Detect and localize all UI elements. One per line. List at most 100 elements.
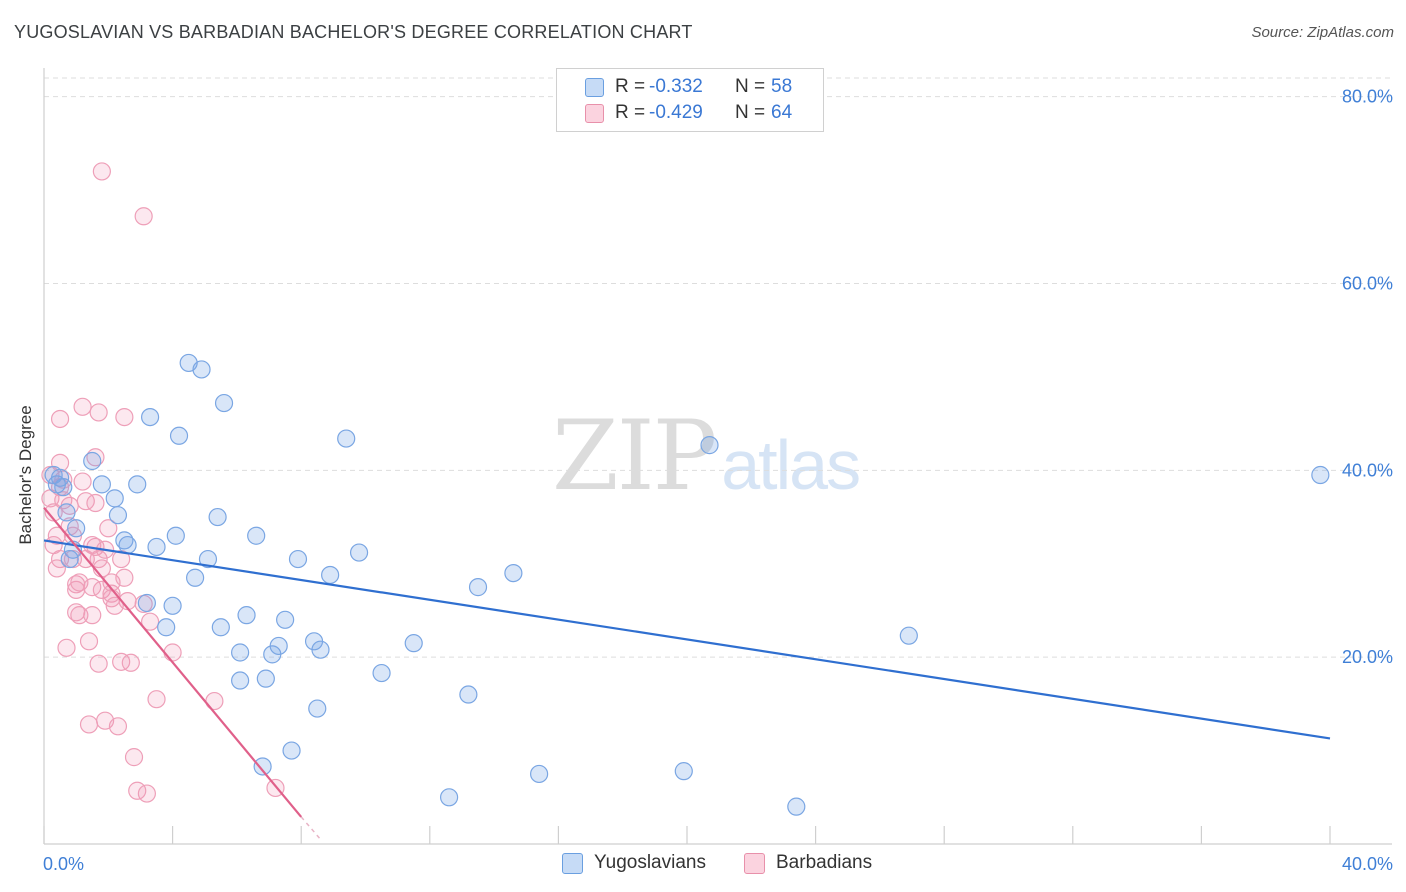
yugoslavian-point <box>92 475 111 494</box>
yugoslavian-point <box>208 507 227 527</box>
legend-r-label: R = <box>615 76 646 97</box>
yugoslavian-point <box>186 568 205 587</box>
barbadian-point <box>147 690 166 709</box>
yugoslavian-point <box>253 757 272 776</box>
barbadians-trend-extension <box>300 816 322 840</box>
y-axis-title: Bachelor's Degree <box>16 405 35 545</box>
barbadian-point <box>57 638 76 657</box>
yugoslavian-point <box>404 634 423 653</box>
y-tick-label: 60.0% <box>1342 274 1393 294</box>
legend-n-label: N = <box>735 76 766 97</box>
yugoslavian-point <box>282 741 301 760</box>
barbadian-point <box>50 409 70 429</box>
barbadian-point <box>115 407 134 427</box>
yugoslavian-point <box>468 578 488 597</box>
yugoslavian-point <box>308 699 327 718</box>
barbadian-point <box>163 643 182 662</box>
yugoslavian-point <box>349 543 369 562</box>
correlation-legend: R = -0.332 N = 58 R = -0.429 N = 64 <box>556 68 824 132</box>
barbadian-point <box>89 654 108 673</box>
barbadian-point <box>108 717 128 736</box>
y-tick-label: 20.0% <box>1342 647 1393 667</box>
watermark-zip: ZIP <box>552 400 717 512</box>
barbadian-point <box>92 162 111 181</box>
x-tick-label: 40.0% <box>1342 854 1393 874</box>
yugoslavian-point <box>311 640 330 659</box>
barbadian-point <box>137 784 156 803</box>
yugoslavian-point <box>198 549 218 569</box>
y-tick-label: 40.0% <box>1342 460 1393 480</box>
series-swatch-blue <box>562 853 583 874</box>
chart-title: YUGOSLAVIAN VS BARBADIAN BACHELOR'S DEGR… <box>14 22 693 42</box>
barbadian-point <box>124 748 144 767</box>
barbadian-point <box>83 535 102 555</box>
yugoslavian-point <box>166 526 185 545</box>
legend-swatch-blue <box>585 78 604 97</box>
yugoslavian-point <box>269 636 288 656</box>
tick-labels: 20.0% 40.0% 60.0% 80.0% 0.0% 40.0% <box>43 87 1393 874</box>
axes <box>43 68 1392 845</box>
barbadian-point <box>134 207 153 226</box>
y-tick-label: 80.0% <box>1342 87 1393 107</box>
barbadian-point <box>73 472 92 491</box>
yugoslavian-point <box>674 762 693 781</box>
yugoslavians-points <box>44 353 1330 816</box>
legend-r-value: -0.429 <box>649 102 703 123</box>
yugoslavian-point <box>231 643 250 662</box>
yugoslavian-point <box>1311 465 1330 485</box>
yugoslavian-point <box>256 669 275 688</box>
legend-row-barbadians: R = -0.429 N = 64 <box>557 101 823 127</box>
barbadian-point <box>47 559 66 578</box>
yugoslavian-point <box>237 606 256 625</box>
yugoslavian-point <box>192 360 211 379</box>
yugoslavian-point <box>157 618 176 637</box>
barbadian-point <box>79 715 99 734</box>
barbadian-point <box>86 493 105 513</box>
legend-n-label: N = <box>735 102 766 123</box>
yugoslavian-point <box>118 535 137 555</box>
y-axis-title-wrap: Bachelor's Degree <box>6 380 46 580</box>
source-credit: Source: ZipAtlas.com <box>1251 24 1394 41</box>
barbadian-point <box>73 397 92 416</box>
yugoslavian-point <box>899 626 918 645</box>
yugoslavian-point <box>83 451 102 471</box>
barbadian-point <box>99 519 118 538</box>
yugoslavian-point <box>288 549 308 569</box>
yugoslavian-point <box>50 468 70 487</box>
yugoslavian-point <box>211 618 230 637</box>
barbadian-point <box>112 652 131 671</box>
yugoslavian-point <box>231 671 250 690</box>
barbadian-point <box>115 568 134 587</box>
yugoslavian-point <box>459 685 478 704</box>
yugoslavian-point <box>57 503 76 522</box>
yugoslavian-point <box>439 788 459 807</box>
yugoslavian-point <box>247 526 266 545</box>
barbadians-trend-line <box>43 507 303 818</box>
yugoslavian-point <box>140 407 160 427</box>
watermark: ZIPatlas <box>552 400 861 512</box>
barbadians-points <box>41 162 285 803</box>
yugoslavian-point <box>60 549 79 569</box>
yugoslavian-point <box>128 475 147 494</box>
series-label: Barbadians <box>776 852 873 873</box>
yugoslavian-point <box>214 393 234 413</box>
yugoslavian-point <box>504 563 523 583</box>
legend-r-label: R = <box>615 102 646 123</box>
barbadian-point <box>79 632 99 651</box>
yugoslavian-point <box>787 797 806 816</box>
yugoslavian-point <box>321 565 340 585</box>
gridlines <box>44 77 1392 658</box>
yugoslavian-point <box>337 429 356 448</box>
series-label: Yugoslavians <box>594 852 706 873</box>
yugoslavian-point <box>530 764 549 784</box>
legend-row-yugoslavians: R = -0.332 N = 58 <box>557 75 823 101</box>
yugoslavian-point <box>137 593 156 613</box>
yugoslavian-point <box>67 519 86 538</box>
legend-swatch-pink <box>585 104 604 123</box>
yugoslavian-point <box>169 426 189 445</box>
barbadian-point <box>121 653 140 672</box>
yugoslavians-trend-line <box>43 539 1331 740</box>
yugoslavian-point <box>372 663 391 683</box>
barbadian-point <box>70 606 89 625</box>
legend-n-value: 64 <box>771 102 793 123</box>
